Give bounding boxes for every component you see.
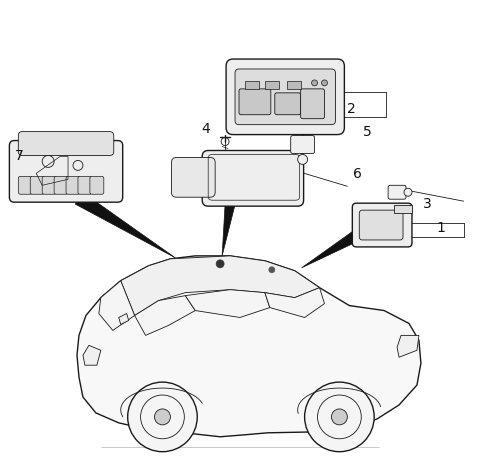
Bar [265,81,279,89]
Circle shape [298,154,308,164]
Circle shape [332,409,348,425]
FancyBboxPatch shape [42,176,56,194]
Circle shape [155,409,170,425]
FancyBboxPatch shape [360,210,403,240]
Circle shape [269,267,275,273]
Text: 4: 4 [201,122,210,136]
FancyBboxPatch shape [291,136,314,153]
Polygon shape [99,281,134,330]
FancyBboxPatch shape [239,89,271,115]
Text: 3: 3 [422,197,431,211]
FancyBboxPatch shape [54,176,68,194]
Circle shape [322,80,327,86]
Polygon shape [75,192,175,258]
Circle shape [216,260,224,268]
Polygon shape [301,229,362,268]
Text: 1: 1 [436,221,445,235]
Circle shape [305,382,374,452]
FancyBboxPatch shape [388,185,406,199]
Polygon shape [77,256,421,437]
FancyBboxPatch shape [30,176,44,194]
FancyBboxPatch shape [10,141,123,202]
Polygon shape [134,295,195,336]
Polygon shape [185,290,270,317]
FancyBboxPatch shape [66,176,80,194]
Text: 5: 5 [363,124,372,138]
Text: 6: 6 [353,167,362,181]
FancyBboxPatch shape [171,158,215,197]
Polygon shape [222,204,235,256]
FancyBboxPatch shape [275,93,300,115]
Bar [245,81,259,89]
FancyBboxPatch shape [235,69,336,124]
Circle shape [318,395,361,439]
Polygon shape [83,345,101,365]
FancyBboxPatch shape [78,176,92,194]
Polygon shape [119,314,129,324]
Bar [287,81,300,89]
Circle shape [404,188,412,196]
FancyBboxPatch shape [226,59,344,135]
Polygon shape [397,336,419,357]
FancyBboxPatch shape [18,176,32,194]
FancyBboxPatch shape [202,151,304,206]
Circle shape [312,80,318,86]
FancyBboxPatch shape [300,89,324,119]
FancyBboxPatch shape [18,131,114,156]
Text: 2: 2 [347,102,356,116]
FancyBboxPatch shape [90,176,104,194]
Circle shape [141,395,184,439]
Bar [394,205,412,213]
FancyBboxPatch shape [352,203,412,247]
Polygon shape [120,256,320,315]
Text: 7: 7 [15,150,24,164]
Circle shape [128,382,197,452]
Polygon shape [265,288,324,317]
